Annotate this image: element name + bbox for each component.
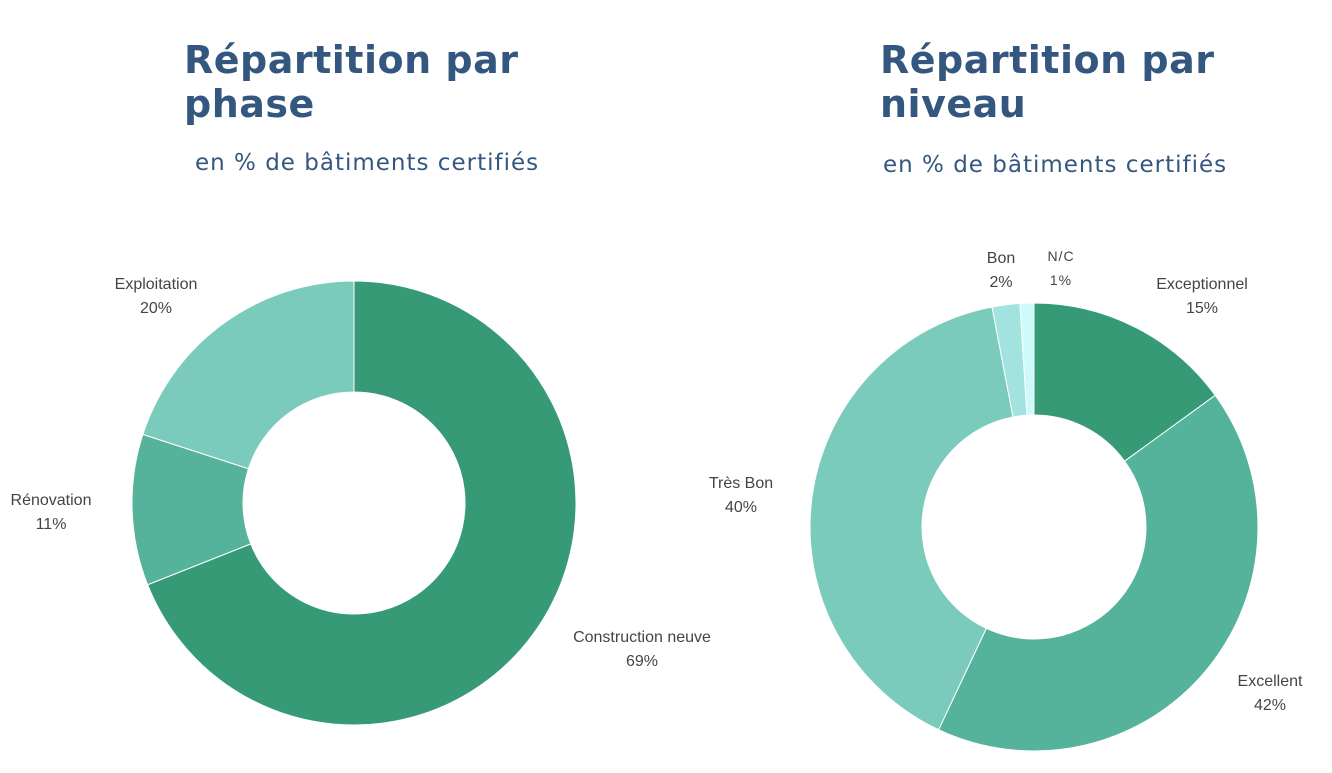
slice-label-exploitation: Exploitation xyxy=(115,276,198,293)
slice-value-n-c: 1% xyxy=(1050,272,1072,288)
slice-value-exceptionnel: 15% xyxy=(1186,300,1218,317)
chart-subtitle-niveau: en % de bâtiments certifiés xyxy=(883,152,1228,178)
slice-excellent xyxy=(937,394,1259,752)
chart-subtitle-phase: en % de bâtiments certifiés xyxy=(195,150,540,176)
title-line-2: niveau xyxy=(880,82,1027,126)
title-line-1: Répartition par xyxy=(880,38,1215,82)
slice-value-construction-neuve: 69% xyxy=(626,653,658,670)
slice-value-bon: 2% xyxy=(989,274,1012,291)
slice-exploitation xyxy=(142,280,355,470)
slice-label-construction-neuve: Construction neuve xyxy=(573,629,711,646)
slice-n-c xyxy=(1019,302,1035,416)
slice-label-tres-bon: Très Bon xyxy=(709,475,773,492)
title-line-1: Répartition par xyxy=(184,38,519,82)
slice-value-exploitation: 20% xyxy=(140,300,172,317)
title-line-2: phase xyxy=(184,82,315,126)
slice-value-tres-bon: 40% xyxy=(725,499,757,516)
slice-tres-bon xyxy=(809,306,1014,731)
slice-label-excellent: Excellent xyxy=(1238,673,1303,690)
slice-label-renovation: Rénovation xyxy=(11,492,92,509)
slice-value-renovation: 11% xyxy=(36,516,67,533)
slice-label-exceptionnel: Exceptionnel xyxy=(1156,276,1248,293)
slice-value-excellent: 42% xyxy=(1254,697,1286,714)
slice-exceptionnel xyxy=(1033,302,1216,462)
chart-title-niveau: Répartition par niveau xyxy=(880,38,1240,126)
slice-label-bon: Bon xyxy=(987,250,1015,267)
slice-label-n-c: N/C xyxy=(1047,248,1074,264)
chart-title-phase: Répartition par phase xyxy=(184,38,544,126)
slice-construction-neuve xyxy=(146,280,577,726)
